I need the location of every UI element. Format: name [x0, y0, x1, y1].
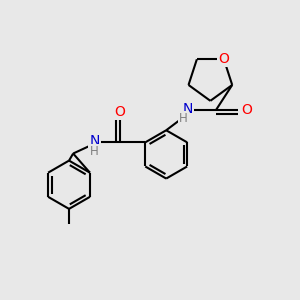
Text: N: N: [89, 134, 100, 148]
Text: H: H: [179, 112, 188, 125]
Text: H: H: [90, 145, 99, 158]
Text: N: N: [183, 102, 193, 116]
Text: O: O: [241, 103, 252, 117]
Text: O: O: [114, 105, 125, 119]
Text: O: O: [218, 52, 229, 66]
